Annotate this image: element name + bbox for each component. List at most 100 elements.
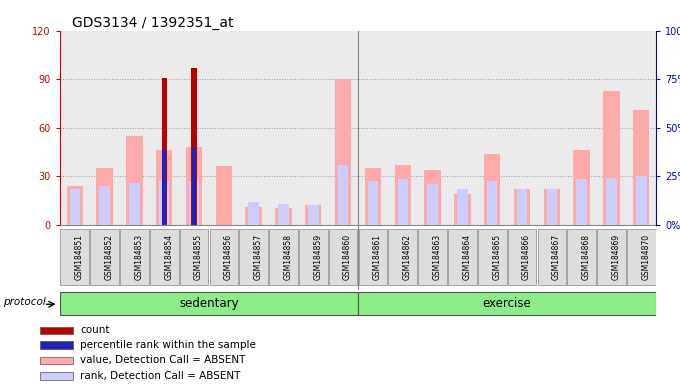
Text: percentile rank within the sample: percentile rank within the sample	[80, 340, 256, 350]
Bar	[427, 184, 438, 225]
FancyBboxPatch shape	[299, 229, 328, 285]
Text: GSM184870: GSM184870	[641, 234, 650, 280]
Bar	[487, 181, 497, 225]
Text: sedentary: sedentary	[179, 297, 239, 310]
Text: GSM184852: GSM184852	[105, 234, 114, 280]
Bar	[60, 31, 90, 225]
FancyBboxPatch shape	[597, 229, 626, 285]
Text: GSM184855: GSM184855	[194, 234, 203, 280]
Text: GSM184863: GSM184863	[432, 234, 441, 280]
Text: GSM184859: GSM184859	[313, 234, 322, 280]
FancyBboxPatch shape	[478, 229, 507, 285]
Bar	[189, 181, 199, 225]
Bar	[191, 68, 197, 225]
Bar	[603, 91, 619, 225]
Bar	[636, 176, 647, 225]
FancyBboxPatch shape	[60, 292, 358, 316]
Bar	[275, 209, 292, 225]
Text: rank, Detection Call = ABSENT: rank, Detection Call = ABSENT	[80, 371, 241, 381]
Bar	[577, 179, 587, 225]
Text: GSM184867: GSM184867	[552, 234, 561, 280]
Text: GSM184864: GSM184864	[462, 234, 471, 280]
FancyBboxPatch shape	[508, 229, 537, 285]
Bar	[537, 31, 566, 225]
Bar	[209, 31, 239, 225]
Bar	[269, 31, 299, 225]
Bar	[97, 168, 113, 225]
FancyBboxPatch shape	[418, 229, 447, 285]
Bar	[126, 136, 143, 225]
Bar	[186, 147, 202, 225]
Text: GSM184861: GSM184861	[373, 234, 382, 280]
Bar	[192, 147, 196, 225]
Bar	[596, 31, 626, 225]
Bar	[543, 189, 560, 225]
Bar	[278, 204, 289, 225]
Bar	[507, 31, 537, 225]
Bar	[573, 150, 590, 225]
Bar	[120, 31, 150, 225]
Bar	[394, 165, 411, 225]
Bar	[150, 31, 179, 225]
FancyBboxPatch shape	[567, 229, 596, 285]
Text: GSM184857: GSM184857	[254, 234, 262, 280]
Bar	[90, 31, 120, 225]
Bar	[159, 181, 169, 225]
Bar	[163, 149, 166, 225]
FancyBboxPatch shape	[537, 229, 566, 285]
Bar	[484, 154, 500, 225]
Bar	[156, 150, 173, 225]
Bar	[547, 189, 557, 225]
Text: GSM184862: GSM184862	[403, 234, 412, 280]
FancyBboxPatch shape	[448, 229, 477, 285]
Bar	[162, 78, 167, 225]
Bar	[308, 205, 318, 225]
Bar	[67, 186, 83, 225]
Text: GSM184860: GSM184860	[343, 234, 352, 280]
FancyBboxPatch shape	[150, 229, 179, 285]
Text: exercise: exercise	[483, 297, 532, 310]
Bar	[418, 31, 447, 225]
Bar	[129, 183, 139, 225]
Bar	[39, 372, 73, 380]
Bar	[457, 189, 468, 225]
Bar	[328, 31, 358, 225]
FancyBboxPatch shape	[239, 229, 268, 285]
Bar	[424, 170, 441, 225]
Bar	[305, 205, 322, 225]
Bar	[388, 31, 418, 225]
Text: GSM184854: GSM184854	[164, 234, 173, 280]
FancyBboxPatch shape	[388, 229, 417, 285]
Bar	[39, 341, 73, 349]
Text: GSM184868: GSM184868	[581, 234, 591, 280]
Bar	[607, 178, 617, 225]
FancyBboxPatch shape	[120, 229, 149, 285]
Text: GSM184869: GSM184869	[611, 234, 620, 280]
Text: protocol: protocol	[3, 298, 46, 308]
Bar	[454, 194, 471, 225]
FancyBboxPatch shape	[180, 229, 208, 285]
FancyBboxPatch shape	[329, 229, 358, 285]
Bar	[39, 326, 73, 334]
Bar	[358, 31, 388, 225]
Text: GSM184853: GSM184853	[135, 234, 143, 280]
Bar	[364, 168, 381, 225]
Bar	[514, 189, 530, 225]
Text: GDS3134 / 1392351_at: GDS3134 / 1392351_at	[72, 16, 233, 30]
FancyBboxPatch shape	[61, 229, 89, 285]
Bar	[626, 31, 656, 225]
Bar	[338, 165, 348, 225]
Bar	[517, 189, 527, 225]
Text: value, Detection Call = ABSENT: value, Detection Call = ABSENT	[80, 356, 245, 366]
Text: GSM184856: GSM184856	[224, 234, 233, 280]
Bar	[99, 186, 109, 225]
Bar	[368, 181, 378, 225]
FancyBboxPatch shape	[358, 229, 387, 285]
FancyBboxPatch shape	[627, 229, 656, 285]
Bar	[69, 189, 80, 225]
Bar	[447, 31, 477, 225]
Text: GSM184858: GSM184858	[284, 234, 292, 280]
Bar	[335, 79, 352, 225]
Bar	[398, 179, 408, 225]
Text: count: count	[80, 326, 110, 336]
